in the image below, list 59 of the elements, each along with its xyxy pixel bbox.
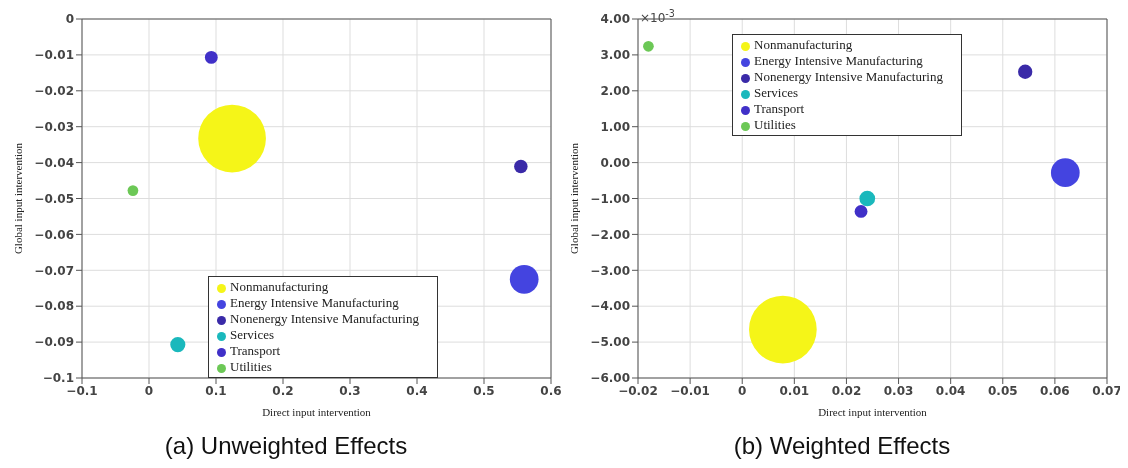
y-tick-label: −0.01	[34, 48, 74, 63]
y-tick-label: −1.00	[590, 191, 630, 206]
y-tick-label: −4.00	[590, 299, 630, 314]
x-tick-label: 0.6	[540, 383, 562, 398]
y-tick-label: −0.02	[34, 84, 74, 99]
legend-label: Transport	[230, 343, 281, 358]
legend-label: Nonmanufacturing	[230, 279, 329, 294]
annotation: ×10$^{-3}$	[640, 7, 675, 25]
legend-label: Energy Intensive Manufacturing	[754, 53, 923, 68]
y-tick-label: −0.04	[34, 155, 74, 170]
legend-label: Services	[230, 327, 275, 342]
x-tick-label: −0.02	[618, 383, 658, 398]
x-tick-label: 0.04	[935, 383, 966, 398]
y-tick-label: −6.00	[590, 371, 630, 386]
x-tick-label: 0.1	[205, 383, 227, 398]
y-tick-label: 3.00	[600, 48, 630, 63]
y-tick-label: 0.00	[600, 155, 630, 170]
legend-label: Utilities	[230, 359, 272, 374]
y-tick-label: −0.05	[34, 191, 74, 206]
x-axis-title: Direct input intervention	[818, 406, 928, 418]
legend-label: Nonmanufacturing	[754, 37, 853, 52]
y-tick-label: −0.07	[34, 263, 74, 278]
x-tick-label: 0.02	[831, 383, 862, 398]
legend-label: Transport	[754, 101, 805, 116]
x-axis-title: Direct input intervention	[262, 406, 372, 418]
x-tick-label: −0.01	[670, 383, 710, 398]
y-tick-label: −3.00	[590, 263, 630, 278]
x-tick-label: 0.05	[987, 383, 1018, 398]
y-tick-label: 1.00	[600, 119, 630, 134]
x-tick-label: 0	[144, 383, 154, 398]
y-tick-label: −0.08	[34, 299, 74, 314]
x-tick-label: 0.07	[1092, 383, 1122, 398]
y-tick-label: −0.03	[34, 119, 74, 134]
legend-label: Nonenergy Intensive Manufacturing	[230, 311, 419, 326]
text: (b) Weighted Effects	[732, 432, 952, 460]
y-tick-label: −0.09	[34, 335, 74, 350]
x-tick-label: 0.06	[1040, 383, 1070, 398]
text: (a) Unweighted Effects	[163, 432, 409, 460]
x-tick-label: 0.4	[406, 383, 428, 398]
legend-label: Energy Intensive Manufacturing	[230, 295, 399, 310]
x-tick-label: 0.01	[779, 383, 810, 398]
x-tick-label: 0.2	[272, 383, 294, 398]
y-axis-title: Global input intervention	[11, 142, 24, 255]
y-axis-title: Global input intervention	[567, 142, 580, 255]
x-tick-label: 0.3	[339, 383, 361, 398]
legend-label: Services	[754, 85, 799, 100]
y-tick-label: −0.06	[34, 227, 74, 242]
x-tick-label: 0.5	[473, 383, 495, 398]
x-tick-label: 0	[738, 383, 747, 398]
y-tick-label: −5.00	[590, 335, 630, 350]
x-tick-label: 0.03	[883, 383, 914, 398]
legend-label: Nonenergy Intensive Manufacturing	[754, 69, 943, 84]
y-tick-label: −2.00	[590, 227, 630, 242]
legend-label: Utilities	[754, 117, 796, 132]
x-tick-label: −0.1	[66, 383, 98, 398]
y-tick-label: 0	[65, 12, 74, 27]
y-tick-label: 4.00	[600, 12, 630, 27]
y-tick-label: 2.00	[600, 84, 630, 99]
y-tick-label: −0.1	[42, 371, 74, 386]
